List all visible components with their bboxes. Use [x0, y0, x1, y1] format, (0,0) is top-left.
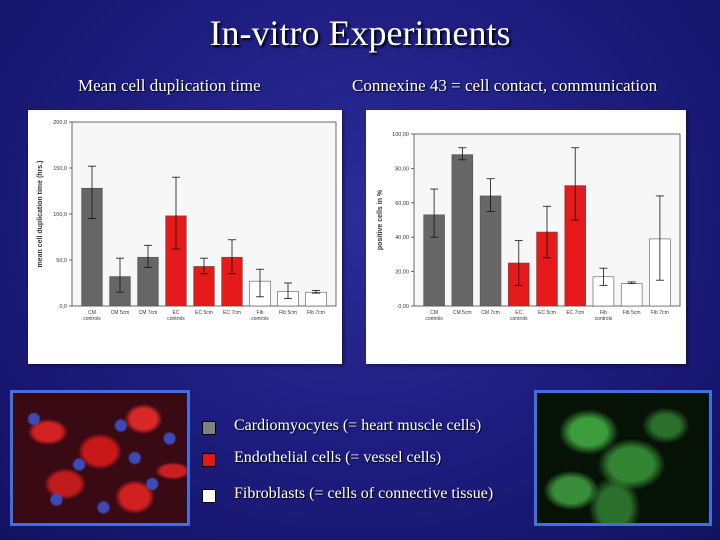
chart-right-caption: Connexine 43 = cell contact, communicati… — [352, 76, 658, 95]
x-tick-label-cm-controls: CM controls — [83, 310, 101, 322]
duplication-time-chart-svg: 0,0 50,0 100,0 150,0 200,0 mean cell duplicat… — [37, 120, 337, 322]
bar-fib-7cm — [305, 291, 327, 307]
connexin-stain-micrograph — [534, 390, 712, 526]
bar-cm-5cm — [451, 154, 474, 307]
slide-title: In-vitro Experiments — [209, 13, 511, 53]
x-tick-label-fib-7cm: Fib 7cm — [307, 310, 325, 316]
y-tick-label: 0,0 — [59, 304, 67, 310]
y-tick-label: 100,00 — [392, 132, 409, 138]
chart-left-caption: Mean cell duplication time — [78, 76, 261, 95]
x-tick-label-fib-5cm: Fib 5cm — [279, 310, 297, 316]
bar-cm-7cm — [479, 195, 502, 307]
y-tick-label: 50,0 — [56, 258, 67, 264]
legend-label-cardiomyocytes: Cardiomyocytes (= heart muscle cells) — [234, 417, 482, 434]
x-tick-label-cm-5cm: CM 5cm — [111, 310, 130, 316]
x-tick-label-fib-controls: Fib controls — [595, 310, 613, 322]
x-tick-label-cm-5cm: CM 5cm — [453, 310, 472, 316]
y-tick-label: 60,00 — [395, 201, 409, 207]
x-tick-label-cm-7cm: CM 7cm — [139, 310, 158, 316]
endothelial-cells-micrograph — [10, 390, 190, 526]
duplication-time-chart: 0,0 50,0 100,0 150,0 200,0 mean cell duplicat… — [28, 110, 342, 364]
legend-label-fibroblasts: Fibroblasts (= cells of connective tissu… — [234, 485, 494, 502]
y-tick-label: 200,0 — [53, 120, 67, 126]
connexin-chart: 0,00 20,00 40,00 60,00 80,00 100,00 positive c… — [366, 110, 686, 364]
x-tick-label-fib-controls: Fib controls — [251, 310, 269, 322]
x-tick-label-ec-controls: EC controls — [167, 310, 185, 322]
x-tick-label-cm-7cm: CM 7cm — [481, 310, 500, 316]
y-tick-label: 40,00 — [395, 235, 409, 241]
y-tick-label: 150,0 — [53, 166, 67, 172]
y-axis-label: positive cells in % — [377, 189, 384, 250]
legend-swatch-white — [202, 489, 216, 503]
x-tick-label-ec-7cm: EC 7cm — [223, 310, 241, 316]
y-tick-label: 20,00 — [395, 270, 409, 276]
y-axis-label: mean cell duplication time (hrs.) — [37, 161, 44, 268]
y-tick-label: 80,00 — [395, 166, 409, 172]
connexin-chart-svg: 0,00 20,00 40,00 60,00 80,00 100,00 positive c… — [377, 132, 681, 322]
x-tick-label-fib-7cm: Fib 7cm — [651, 310, 669, 316]
x-tick-label-ec-5cm: EC 5cm — [195, 310, 213, 316]
x-tick-label-ec-5cm: EC 5cm — [538, 310, 556, 316]
x-tick-label-cm-controls: CM controls — [425, 310, 443, 322]
y-tick-label: 100,0 — [53, 212, 67, 218]
x-tick-label-ec-7cm: EC 7cm — [566, 310, 584, 316]
legend-label-endothelial: Endothelial cells (= vessel cells) — [234, 449, 442, 466]
bar-fib-5cm — [620, 283, 643, 307]
y-tick-label: 0,00 — [398, 304, 409, 310]
legend-swatch-red — [202, 453, 216, 467]
x-tick-label-fib-5cm: Fib 5cm — [623, 310, 641, 316]
legend-swatch-gray — [202, 421, 216, 435]
x-tick-label-ec-controls: EC controls — [510, 310, 528, 322]
